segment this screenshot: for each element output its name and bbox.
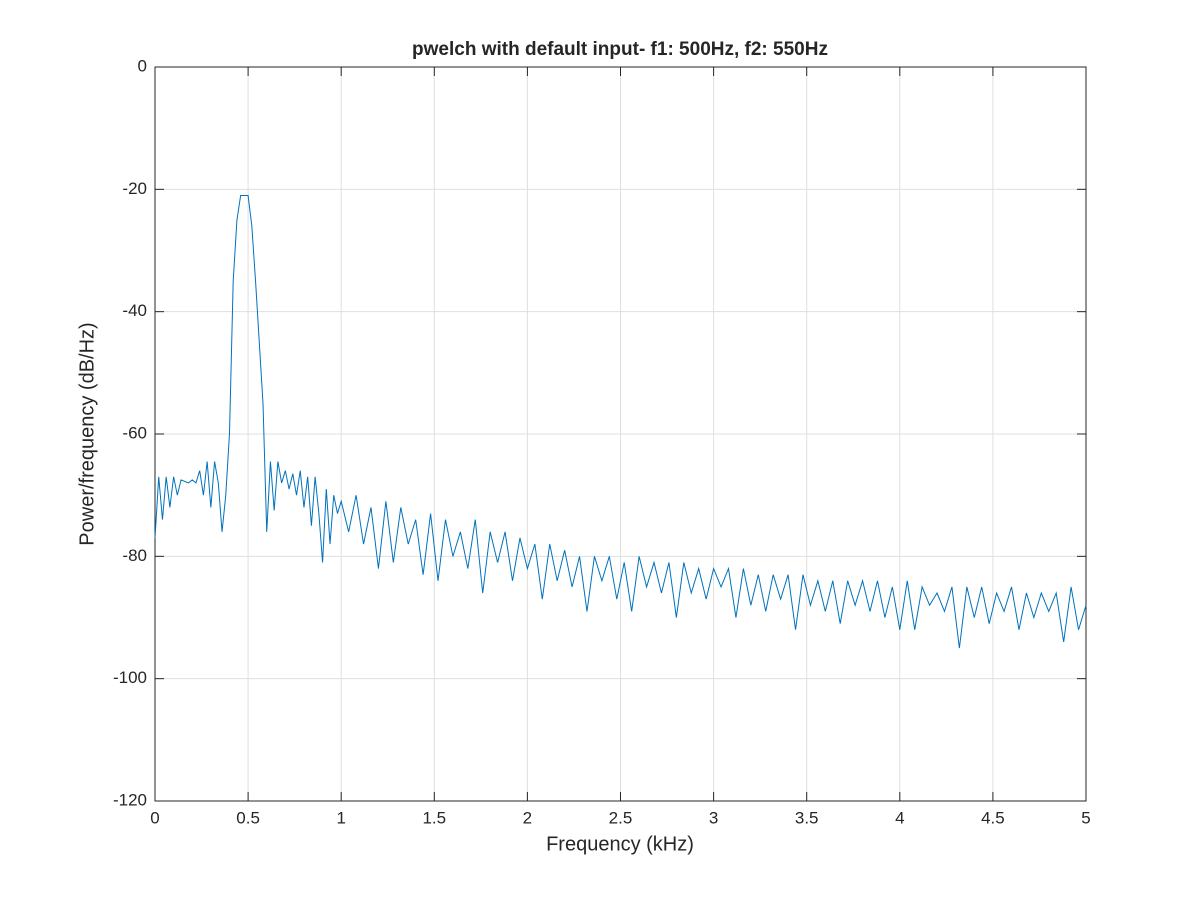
y-tick-label: -100 [113, 668, 147, 687]
y-tick-label: -20 [122, 179, 147, 198]
x-tick-label: 2 [523, 808, 532, 827]
y-tick-label: -40 [122, 301, 147, 320]
y-tick-label: 0 [138, 56, 147, 75]
x-tick-label: 3 [709, 808, 718, 827]
y-tick-label: -80 [122, 546, 147, 565]
x-tick-label: 0 [150, 808, 159, 827]
chart-title: pwelch with default input- f1: 500Hz, f2… [412, 39, 828, 60]
x-tick-label: 0.5 [236, 808, 260, 827]
x-tick-label: 1.5 [422, 808, 446, 827]
x-tick-label: 4 [895, 808, 904, 827]
x-tick-label: 4.5 [981, 808, 1005, 827]
x-tick-label: 2.5 [609, 808, 633, 827]
axes-box [154, 66, 1087, 802]
x-axis-label: Frequency (kHz) [546, 833, 694, 855]
y-tick-label: -60 [122, 423, 147, 442]
y-axis-label: Power/frequency (dB/Hz) [76, 322, 98, 545]
y-tick-label: -120 [113, 790, 147, 809]
x-tick-label: 3.5 [795, 808, 819, 827]
data-line [154, 194, 1087, 649]
x-tick-label: 5 [1081, 808, 1090, 827]
x-tick-label: 1 [336, 808, 345, 827]
